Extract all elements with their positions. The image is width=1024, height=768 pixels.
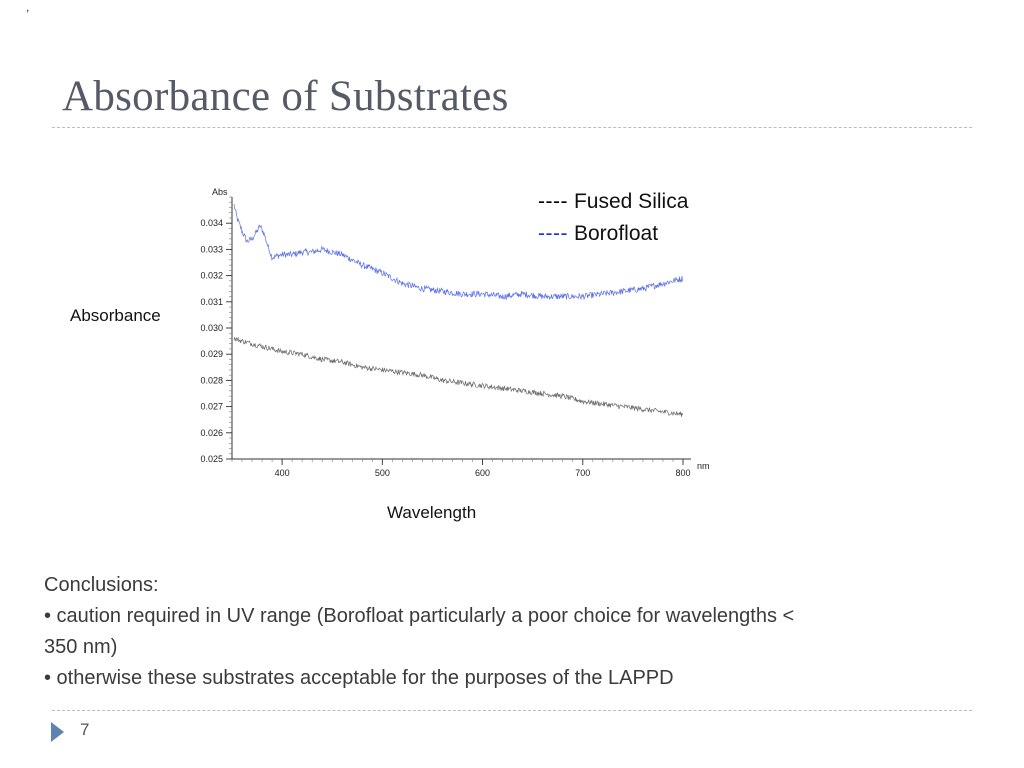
x-tick-label: 700	[575, 468, 590, 478]
y-axis-side-label: Absorbance	[70, 306, 161, 325]
play-triangle-icon	[51, 722, 64, 742]
y-tick-label: 0.034	[200, 218, 223, 228]
x-axis-side-label: Wavelength	[387, 503, 477, 522]
legend-item-borofloat: ---- Borofloat	[538, 218, 688, 250]
series-line-borofloat	[233, 203, 683, 301]
x-tick-label: 800	[675, 468, 690, 478]
footer-divider	[52, 710, 972, 711]
conclusions-block: Conclusions: • caution required in UV ra…	[44, 570, 824, 694]
legend-label-fused-silica: Fused Silica	[573, 190, 689, 213]
y-tick-label: 0.030	[200, 323, 223, 333]
y-tick-label: 0.031	[200, 297, 223, 307]
y-tick-label: 0.032	[200, 271, 223, 281]
conclusions-heading: Conclusions:	[44, 574, 159, 596]
y-tick-label: 0.025	[200, 454, 223, 464]
chart-axes: 0.025 0.026 0.027 0.028 0.029 0.030 0.031 0.032…	[200, 196, 691, 478]
legend-dash-black: ----	[538, 190, 568, 213]
legend-item-fused-silica: ---- Fused Silica	[538, 186, 688, 218]
conclusion-bullet-1: • caution required in UV range (Borofloa…	[44, 605, 795, 658]
x-tick-label: 400	[275, 468, 290, 478]
y-tick-label: 0.027	[200, 402, 223, 412]
x-tick-label: 500	[375, 468, 390, 478]
y-tick-label: 0.028	[200, 375, 223, 385]
chart-x-axis-label: nm	[697, 461, 710, 471]
x-tick-label: 600	[475, 468, 490, 478]
legend-label-borofloat: Borofloat	[573, 222, 659, 245]
chart-legend: ---- Fused Silica ---- Borofloat	[538, 186, 688, 250]
y-tick-label: 0.026	[200, 428, 223, 438]
chart-y-axis-label: Abs	[212, 187, 228, 197]
chart-series	[233, 203, 683, 417]
series-line-fused-silica	[233, 336, 683, 417]
conclusion-bullet-2: • otherwise these substrates acceptable …	[44, 667, 674, 689]
page-number: 7	[80, 720, 90, 739]
title-divider	[52, 127, 972, 128]
corner-mark: ,	[26, 0, 30, 14]
y-tick-label: 0.033	[200, 244, 223, 254]
y-tick-label: 0.029	[200, 349, 223, 359]
slide-title: Absorbance of Substrates	[62, 73, 509, 120]
legend-dash-blue: ----	[538, 222, 568, 245]
